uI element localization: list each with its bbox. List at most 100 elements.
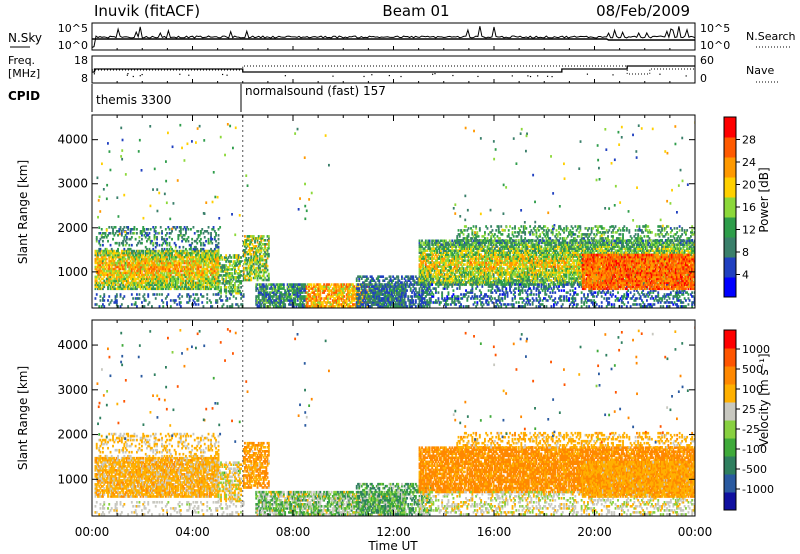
heatmap-cell (208, 277, 211, 281)
heatmap-cell (206, 269, 209, 273)
heatmap-cell (148, 269, 151, 273)
heatmap-cell (151, 249, 153, 253)
heatmap-cell (115, 251, 118, 255)
heatmap-cell (190, 263, 192, 267)
heatmap-cell (205, 281, 207, 285)
heatmap-cell (108, 269, 111, 273)
nsky-tick-top-left: 10^5 (58, 22, 88, 35)
heatmap-cell (211, 259, 214, 263)
heatmap-cell (246, 250, 249, 254)
heatmap-cell (259, 262, 261, 266)
heatmap-cell (254, 274, 256, 278)
heatmap-cell (153, 293, 156, 296)
heatmap-cell (217, 268, 220, 271)
heatmap-cell (192, 255, 195, 259)
heatmap-cell (265, 243, 268, 246)
heatmap-cell (174, 265, 177, 269)
heatmap-cell (285, 291, 288, 294)
heatmap-cell (134, 259, 137, 263)
heatmap-cell (276, 289, 279, 292)
heatmap-cell (186, 257, 189, 261)
heatmap-cell (212, 265, 215, 269)
heatmap-cell (107, 299, 109, 302)
heatmap-cell (294, 301, 297, 304)
heatmap-cell (240, 270, 243, 273)
heatmap-cell (143, 267, 146, 271)
heatmap-cell (319, 295, 322, 298)
heatmap-cell (247, 245, 250, 248)
heatmap-cell (130, 277, 133, 281)
heatmap-cell (157, 267, 160, 271)
heatmap-cell (242, 252, 245, 256)
heatmap-cell (260, 254, 263, 258)
heatmap-cell (164, 281, 167, 285)
heatmap-cell (127, 265, 130, 269)
heatmap-cell (191, 283, 194, 287)
heatmap-cell (223, 270, 226, 273)
heatmap-cell (183, 285, 186, 289)
heatmap-cell (157, 249, 160, 253)
heatmap-cell (99, 253, 102, 257)
heatmap-cell (157, 287, 160, 291)
heatmap-cell (236, 303, 239, 306)
heatmap-cell (211, 267, 214, 271)
heatmap-cell (234, 262, 236, 265)
heatmap-cell (104, 253, 107, 257)
heatmap-cell (112, 257, 114, 261)
heatmap-cell (122, 259, 125, 263)
freq-dot (452, 74, 454, 77)
heatmap-cell (107, 263, 109, 267)
heatmap-cell (228, 276, 231, 279)
heatmap-cell (295, 293, 298, 296)
heatmap-cell (280, 301, 283, 304)
heatmap-cell (202, 305, 205, 308)
heatmap-cell (186, 271, 189, 275)
heatmap-cell (223, 268, 226, 271)
heatmap-cell (203, 249, 206, 253)
heatmap-cell (152, 261, 155, 265)
heatmap-cell (128, 287, 131, 291)
heatmap-cell (240, 297, 243, 300)
heatmap-cell (262, 291, 265, 294)
heatmap-cell (300, 299, 303, 302)
heatmap-cell (190, 257, 192, 261)
heatmap-cell (212, 263, 215, 267)
heatmap-cell (110, 299, 113, 302)
heatmap-cell (267, 245, 270, 248)
heatmap-cell (139, 263, 142, 267)
heatmap-cell (256, 276, 259, 280)
heatmap-cell (249, 247, 251, 250)
heatmap-cell (149, 273, 152, 277)
heatmap-cell (123, 259, 126, 263)
heatmap-cell (306, 297, 309, 300)
heatmap-cell (244, 274, 246, 278)
heatmap-cell (115, 283, 118, 287)
heatmap-cell (212, 271, 215, 275)
heatmap-cell (103, 285, 106, 289)
heatmap-cell (217, 266, 220, 269)
heatmap-cell (247, 272, 250, 276)
heatmap-cell (171, 253, 173, 257)
heatmap-cell (201, 283, 204, 287)
heatmap-cell (99, 285, 102, 289)
heatmap-cell (208, 283, 211, 287)
heatmap-cell (171, 257, 173, 261)
heatmap-cell (156, 265, 158, 269)
heatmap-cell (249, 235, 251, 238)
heatmap-cell (110, 285, 113, 289)
heatmap-cell (231, 291, 234, 295)
heatmap-cell (102, 285, 104, 289)
heatmap-cell (357, 283, 359, 286)
heatmap-cell (291, 299, 294, 302)
heatmap-cell (114, 257, 117, 261)
heatmap-cell (103, 305, 106, 308)
heatmap-cell (117, 269, 119, 273)
heatmap-cell (167, 263, 170, 267)
heatmap-cell (136, 285, 138, 289)
heatmap-cell (143, 257, 146, 261)
heatmap-cell (177, 236, 180, 239)
heatmap-cell (325, 297, 328, 300)
heatmap-cell (217, 286, 220, 289)
heatmap-cell (127, 226, 130, 229)
freq-dot (434, 73, 436, 75)
